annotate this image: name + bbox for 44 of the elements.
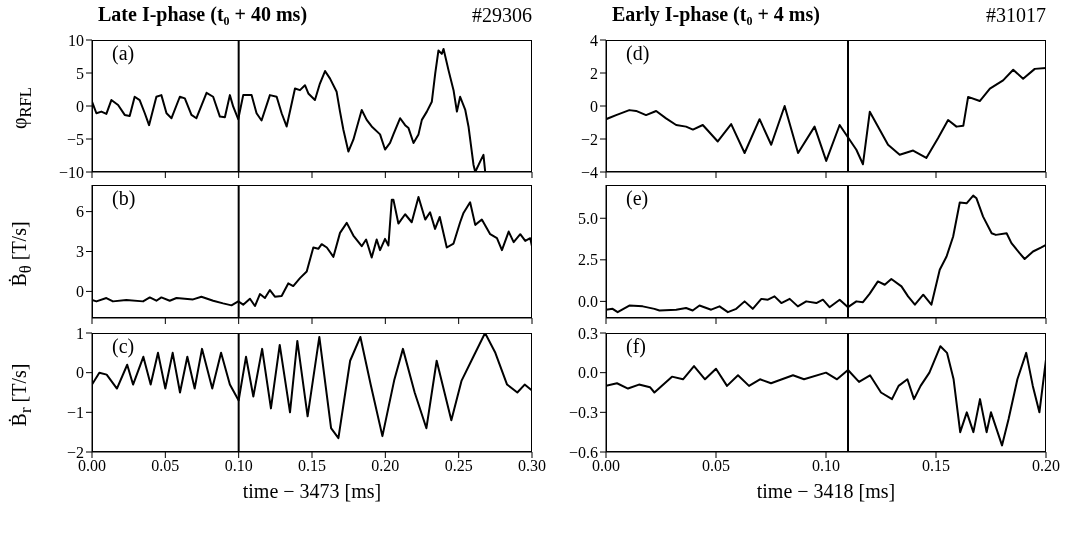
annotation: (c) (112, 335, 135, 358)
y-tick-label: 0.0 (578, 293, 598, 311)
annotation: (b) (112, 187, 136, 210)
y-tick-label: −2 (580, 130, 598, 148)
y-tick-label: 5 (76, 64, 84, 82)
annotation: (e) (626, 187, 649, 210)
x-axis-title: time − 3473 [ms] (241, 480, 383, 503)
x-tick-label: 0.20 (371, 457, 400, 475)
y-tick-label: −5 (66, 130, 84, 148)
x-axis-title: time − 3418 [ms] (755, 480, 897, 503)
y-tick-label: 2.5 (578, 251, 598, 269)
x-tick-label: 0.30 (518, 457, 546, 475)
y-tick-label: 0.3 (578, 324, 598, 342)
annotation: (f) (626, 335, 646, 358)
y-tick-label: 0 (76, 283, 84, 301)
x-tick-label: 0.20 (1032, 457, 1060, 475)
x-tick-label: 0.10 (812, 457, 840, 475)
x-tick-label: 0.10 (224, 457, 253, 475)
annotation: (a) (112, 42, 135, 65)
y-tick-label: 2 (590, 64, 598, 82)
y-tick-label: 1 (76, 324, 84, 342)
y-tick-label: 6 (76, 203, 84, 221)
y-tick-label: 5.0 (578, 209, 598, 227)
text: #31017 (985, 4, 1046, 27)
y-tick-label: 10 (68, 31, 84, 49)
y-tick-label: 0 (76, 364, 84, 382)
y-tick-label: 0.0 (578, 364, 598, 382)
y-tick-label: −0.3 (568, 404, 598, 422)
x-tick-label: 0.05 (151, 457, 180, 475)
y-tick-label: −10 (58, 163, 84, 181)
y-tick-label: −4 (580, 163, 598, 181)
annotation: (d) (626, 42, 650, 65)
x-tick-label: 0.05 (702, 457, 730, 475)
x-tick-label: 0.25 (444, 457, 473, 475)
y-tick-label: 3 (76, 243, 84, 261)
y-tick-label: 4 (590, 31, 598, 49)
y-tick-label: 0 (76, 97, 84, 115)
text: #29306 (471, 4, 532, 27)
x-tick-label: 0.15 (922, 457, 950, 475)
chart-title: Late I-phase (t₀ + 40 ms) (98, 3, 308, 26)
y-tick-label: 0 (590, 97, 598, 115)
y-tick-label: −1 (66, 404, 84, 422)
x-tick-label: 0.15 (298, 457, 326, 475)
chart-title: Early I-phase (t₀ + 4 ms) (612, 3, 820, 26)
